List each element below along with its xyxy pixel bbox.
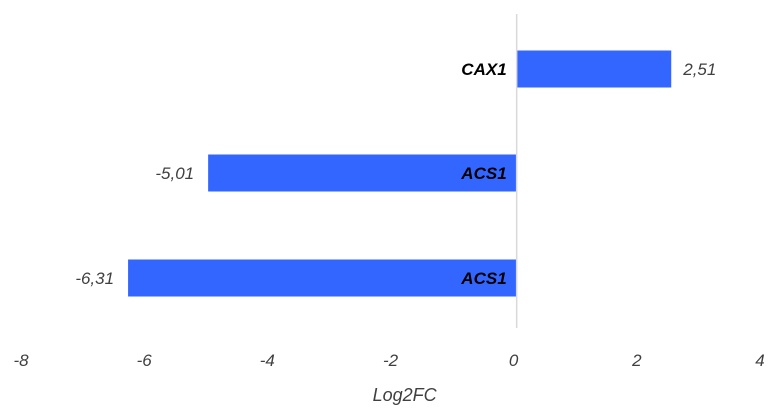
x-tick-label: -8	[13, 351, 29, 370]
x-tick-label: 4	[755, 351, 764, 370]
data-label: 2,51	[682, 60, 716, 79]
x-tick-label: -2	[383, 351, 399, 370]
bar-acs1-1	[208, 154, 517, 192]
x-tick-label: -4	[260, 351, 275, 370]
category-label: CAX1	[461, 60, 506, 79]
category-label: ACS1	[460, 269, 506, 288]
data-label: -5,01	[155, 164, 194, 183]
bar-cax1-0	[516, 50, 672, 88]
x-tick-label: -6	[137, 351, 153, 370]
x-axis-ticks: -8 -6 -4 -2 0 2 4	[13, 351, 764, 370]
x-axis-title: Log2FC	[373, 385, 438, 405]
x-tick-label: 2	[631, 351, 642, 370]
bars-group	[128, 50, 672, 297]
bar-acs1-2	[128, 259, 517, 297]
category-label: ACS1	[460, 164, 506, 183]
x-tick-label: 0	[509, 351, 519, 370]
labels-group: CAX1 2,51 ACS1 -5,01 ACS1 -6,31	[75, 60, 716, 288]
data-label: -6,31	[75, 269, 114, 288]
